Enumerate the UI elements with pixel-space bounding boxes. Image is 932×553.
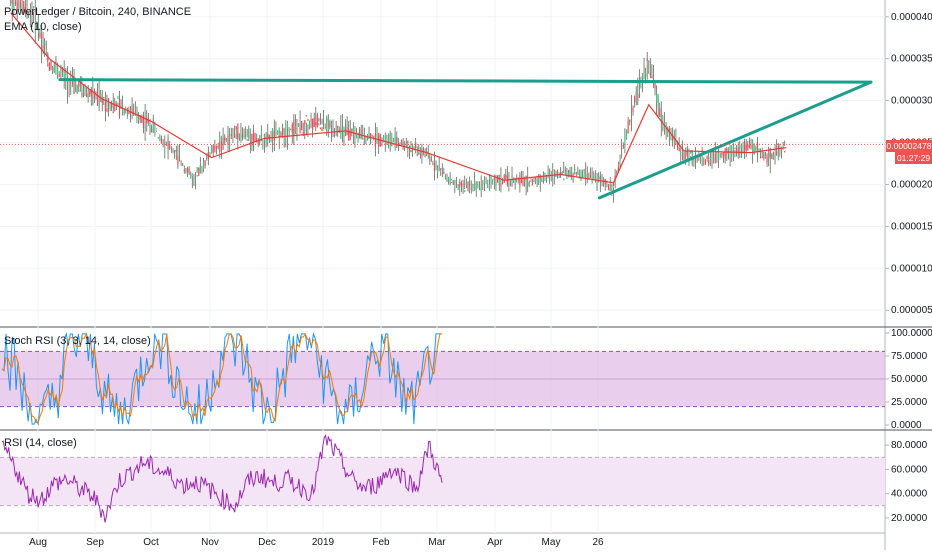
price-tick-label: 0.00004000 (891, 12, 932, 23)
rsi-tick-label: 80.0000 (891, 440, 928, 451)
rsi-band (0, 456, 885, 507)
ema-polyline (10, 12, 787, 184)
main-legend: PowerLedger / Bitcoin, 240, BINANCE EMA … (4, 6, 191, 33)
rsi-axis[interactable]: 80.0000 60.0000 40.0000 20.0000 (885, 440, 928, 524)
grid (0, 0, 885, 533)
price-tick-label: 0.00002000 (891, 179, 932, 190)
time-tick-label: Nov (201, 537, 219, 548)
ema-line (10, 12, 787, 184)
trendline (58, 78, 873, 84)
rsi-tick-label: 40.0000 (891, 489, 928, 500)
rsi-polyline (1, 434, 443, 523)
rsi-band-rect (0, 457, 885, 506)
trendlines[interactable] (58, 78, 873, 200)
time-tick-label: 26 (592, 537, 604, 548)
time-tick-label: Aug (29, 537, 47, 548)
trendline (597, 80, 873, 200)
price-tick-label: 0.00001500 (891, 221, 932, 232)
bar-countdown: 01:27:29 (895, 152, 932, 164)
symbol-title[interactable]: PowerLedger / Bitcoin, 240, BINANCE (4, 6, 192, 18)
time-axis[interactable]: Aug Sep Oct Nov Dec 2019 Feb Mar Apr May 26 (29, 537, 604, 548)
price-axis[interactable]: 0.000040000.000035000.000030000.00002500… (885, 12, 932, 316)
stoch-tick-label: 100.0000 (891, 328, 932, 339)
time-tick-label: Dec (258, 537, 276, 548)
rsi-tick-label: 20.0000 (891, 513, 928, 524)
rsi-tick-label: 60.0000 (891, 464, 928, 475)
time-tick-label: 2019 (312, 537, 335, 548)
stoch-axis[interactable]: 100.0000 75.0000 50.0000 25.0000 0.0000 (885, 328, 932, 431)
price-tick-label: 0.00001000 (891, 263, 932, 274)
ema-legend[interactable]: EMA (10, close) (4, 21, 82, 33)
stoch-k-line (1, 331, 442, 427)
current-price-tag: 0.00002478 (886, 140, 932, 152)
rsi-legend[interactable]: RSI (14, close) (4, 437, 77, 449)
stoch-tick-label: 25.0000 (891, 397, 928, 408)
stoch-legend[interactable]: Stoch RSI (3, 3, 14, 14, close) (4, 335, 151, 347)
price-tick-label: 0.00000500 (891, 305, 932, 316)
price-candles (9, 0, 786, 203)
time-tick-label: Mar (428, 537, 446, 548)
stoch-tick-label: 0.0000 (891, 420, 922, 431)
rsi-line (1, 434, 443, 523)
time-tick-label: Oct (143, 537, 159, 548)
time-tick-label: Sep (86, 537, 104, 548)
time-tick-label: Apr (487, 537, 503, 548)
stoch-rsi-lines (1, 331, 442, 427)
time-tick-label: May (542, 537, 561, 548)
stoch-overbought-band (0, 350, 885, 408)
price-tick-label: 0.00003000 (891, 96, 932, 107)
time-tick-label: Feb (372, 537, 390, 548)
stoch-tick-label: 50.0000 (891, 374, 928, 385)
stoch-tick-label: 75.0000 (891, 351, 928, 362)
stoch-d-line (1, 332, 442, 424)
price-tick-label: 0.00003500 (891, 54, 932, 65)
